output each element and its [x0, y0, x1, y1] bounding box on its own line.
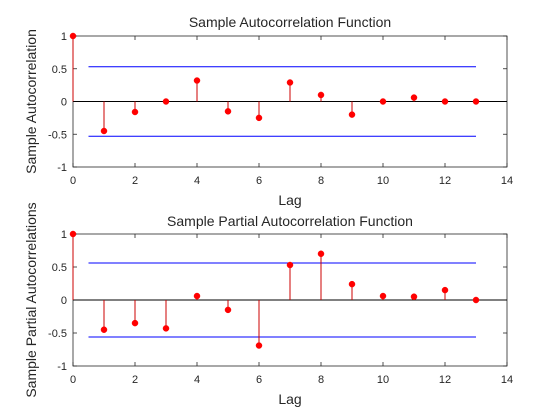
pacf-marker: [379, 292, 387, 300]
pacf-marker: [162, 325, 170, 332]
acf-marker: [69, 32, 77, 40]
pacf-y-tick-label: -0.5: [48, 328, 67, 340]
acf-marker: [317, 91, 325, 99]
acf-marker: [410, 94, 418, 101]
acf-x-tick-label: 14: [501, 175, 513, 187]
acf-x-tick-label: 2: [132, 175, 138, 187]
acf-title: Sample Autocorrelation Function: [189, 14, 391, 30]
pacf-marker: [441, 286, 449, 294]
acf-marker: [472, 98, 480, 105]
acf-marker: [286, 79, 294, 86]
acf-marker: [379, 98, 387, 105]
acf-x-tick-label: 8: [318, 175, 324, 187]
pacf-marker: [317, 250, 325, 258]
pacf-y-axis-label: Sample Partial Autocorrelations: [23, 202, 39, 397]
pacf-x-tick-label: 10: [377, 374, 389, 386]
pacf-marker: [131, 319, 139, 327]
pacf-title: Sample Partial Autocorrelation Function: [167, 213, 413, 229]
pacf-marker: [255, 342, 263, 349]
pacf-chart: 0 2 4 6 8 10 12 14 -1 -0.5 0 0.5 1 Sample Partial Aut…: [23, 202, 513, 407]
acf-y-tick-label: -1: [57, 162, 67, 174]
pacf-x-axis-label: Lag: [278, 391, 301, 407]
acf-y-tick-label: 0.5: [52, 64, 67, 76]
pacf-y-tick-label: 0: [61, 295, 67, 307]
pacf-x-tick-label: 14: [501, 374, 513, 386]
acf-marker: [131, 108, 139, 116]
pacf-marker: [224, 306, 232, 314]
pacf-marker: [286, 261, 294, 269]
pacf-x-tick-label: 8: [318, 374, 324, 386]
acf-x-tick-label: 0: [70, 175, 76, 187]
acf-marker: [348, 111, 356, 118]
pacf-marker: [69, 230, 77, 238]
acf-x-tick-label: 4: [194, 175, 200, 187]
acf-y-tick-label: 1: [61, 31, 67, 43]
pacf-x-tick-label: 0: [70, 374, 76, 386]
pacf-y-tick-label: 0.5: [52, 262, 67, 274]
acf-marker: [162, 98, 170, 105]
pacf-marker: [472, 296, 480, 304]
pacf-marker: [100, 326, 108, 333]
pacf-marker: [410, 293, 418, 300]
pacf-y-tick-label: 1: [61, 229, 67, 241]
acf-marker: [193, 77, 201, 84]
acf-y-axis-label: Sample Autocorrelation: [23, 29, 39, 174]
acf-marker: [100, 127, 108, 135]
acf-marker: [224, 108, 232, 115]
acf-chart: 0 2 4 6 8 10 12 14 -1 -0.5 0 0.5 1 Sample Autocorrela…: [23, 14, 513, 208]
pacf-y-tick-label: -1: [57, 361, 67, 373]
pacf-x-tick-label: 12: [439, 374, 451, 386]
pacf-marker: [193, 292, 201, 300]
acf-x-axis-label: Lag: [278, 192, 301, 208]
pacf-x-tick-label: 6: [256, 374, 262, 386]
acf-x-tick-label: 12: [439, 175, 451, 187]
pacf-x-tick-label: 4: [194, 374, 200, 386]
acf-x-tick-label: 6: [256, 175, 262, 187]
acf-y-tick-label: 0: [61, 97, 67, 109]
acf-y-tick-label: -0.5: [48, 129, 67, 141]
pacf-marker: [348, 280, 356, 288]
acf-marker: [255, 114, 263, 122]
acf-x-tick-label: 10: [377, 175, 389, 187]
acf-marker: [441, 98, 449, 105]
pacf-x-tick-label: 2: [132, 374, 138, 386]
